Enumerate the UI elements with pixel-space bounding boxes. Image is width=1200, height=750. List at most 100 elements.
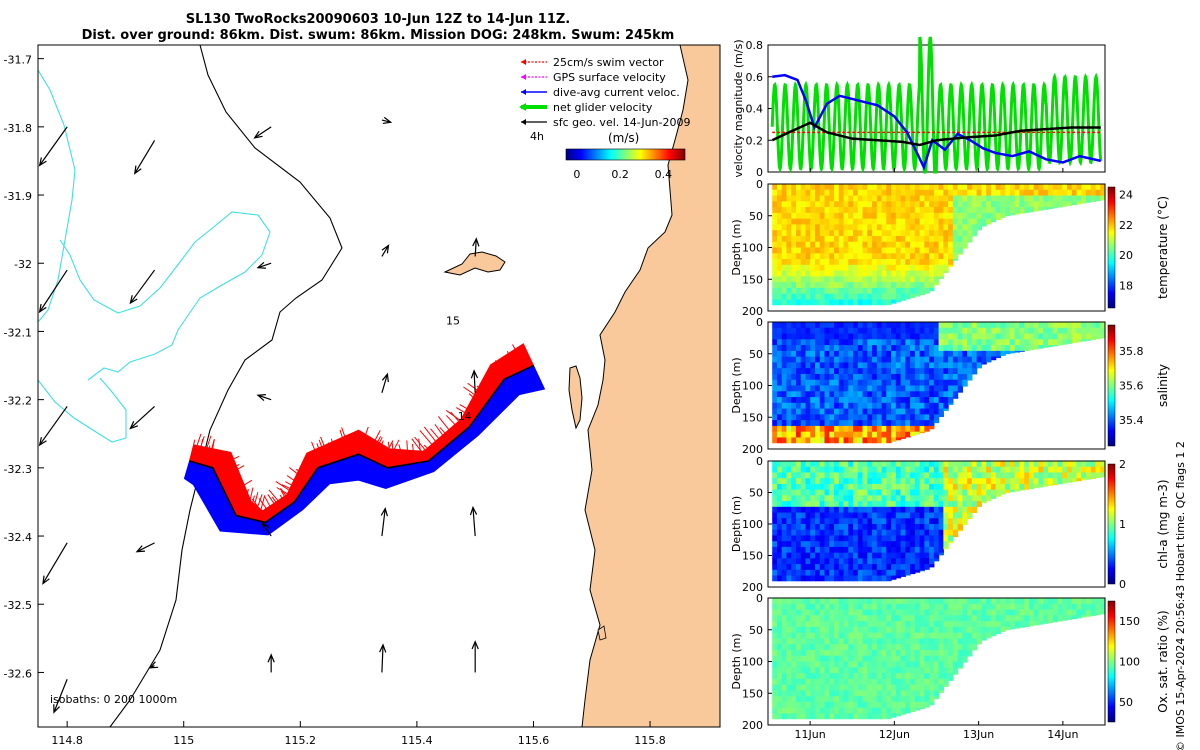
section-cell xyxy=(786,598,792,605)
section-cell xyxy=(776,569,783,577)
section-cell xyxy=(848,414,854,421)
section-cell xyxy=(1090,472,1097,479)
section-cell xyxy=(772,207,778,214)
section-cell xyxy=(819,512,826,519)
section-cell xyxy=(1019,201,1025,208)
section-cell xyxy=(872,661,878,668)
section-cell xyxy=(967,655,973,657)
section-cell xyxy=(881,495,887,502)
section-cell xyxy=(848,207,854,214)
section-cell xyxy=(824,397,830,404)
section-cell xyxy=(876,569,883,577)
section-cell xyxy=(819,569,826,577)
section-cell xyxy=(924,626,930,634)
section-cell xyxy=(957,356,963,364)
section-cell xyxy=(867,598,873,605)
section-cell xyxy=(1066,598,1073,605)
section-cell xyxy=(1066,189,1073,197)
section-cell xyxy=(810,184,816,191)
swim-vector xyxy=(468,393,485,408)
section-cell xyxy=(914,512,921,519)
section-cell xyxy=(857,667,864,674)
section-cell xyxy=(772,649,778,657)
section-cell xyxy=(924,425,930,432)
section-cell xyxy=(800,506,807,514)
section-cell xyxy=(1038,609,1044,616)
section-cell xyxy=(786,373,792,381)
section-cell xyxy=(1081,478,1087,481)
section-cell xyxy=(862,707,868,715)
section-cell xyxy=(933,218,940,226)
section-cell xyxy=(891,184,897,191)
section-cell xyxy=(872,696,878,703)
section-cell xyxy=(848,420,854,427)
section-cell xyxy=(938,489,944,496)
section-cell xyxy=(819,667,826,674)
section-cell xyxy=(867,535,873,542)
section-cell xyxy=(829,333,835,340)
section-cell xyxy=(886,333,892,340)
section-cell xyxy=(872,701,878,709)
section-cell xyxy=(910,684,916,691)
section-cell xyxy=(929,322,935,329)
section-cell xyxy=(943,615,949,622)
section-cell xyxy=(781,707,788,715)
section-cell xyxy=(1038,603,1044,611)
section-cell xyxy=(838,259,845,266)
section-cell xyxy=(805,673,811,680)
section-cell xyxy=(814,235,821,243)
section-cell xyxy=(948,345,954,352)
section-cell xyxy=(938,466,944,474)
section-cell xyxy=(905,420,911,427)
section-cell xyxy=(800,189,807,197)
section-cell xyxy=(791,564,797,571)
section-cell xyxy=(952,466,959,474)
section-cell xyxy=(1090,603,1097,611)
section-cell xyxy=(886,212,892,220)
section-cell xyxy=(795,638,802,645)
section-cell xyxy=(919,420,925,427)
section-cell xyxy=(976,218,982,226)
section-cell xyxy=(872,524,878,531)
depth-tick-label: 50 xyxy=(749,487,763,500)
section-cell xyxy=(814,431,821,439)
section-cell xyxy=(867,461,873,468)
section-cell xyxy=(800,661,807,668)
section-cell xyxy=(824,621,830,628)
section-cell xyxy=(829,282,835,289)
section-cell xyxy=(814,478,821,485)
section-cell xyxy=(800,408,807,415)
section-cell xyxy=(895,661,902,668)
section-cell xyxy=(1052,461,1059,468)
section-cell xyxy=(824,546,830,554)
section-cell xyxy=(924,552,930,559)
section-cell xyxy=(943,667,949,674)
section-cell xyxy=(929,362,935,369)
section-cell xyxy=(829,690,835,697)
section-cell xyxy=(800,678,807,686)
section-cell xyxy=(1076,201,1082,205)
section-cell xyxy=(886,649,892,657)
section-cell xyxy=(876,518,883,525)
section-cell xyxy=(990,195,997,202)
section-cell xyxy=(834,701,840,709)
section-cell xyxy=(886,552,892,559)
section-cell xyxy=(805,621,811,628)
section-cell xyxy=(924,667,930,674)
section-cell xyxy=(933,489,940,496)
section-cell xyxy=(848,603,854,611)
section-cell xyxy=(948,224,954,231)
depth-tick-label: 0 xyxy=(756,455,763,468)
section-cell xyxy=(829,661,835,668)
swim-vector xyxy=(245,487,254,518)
section-cell xyxy=(929,207,935,214)
section-cell xyxy=(914,632,921,640)
section-cell xyxy=(938,373,944,381)
section-cell xyxy=(919,379,925,387)
section-cell xyxy=(838,397,845,404)
section-cell xyxy=(772,420,778,427)
section-cell xyxy=(776,495,783,502)
section-cell xyxy=(776,379,783,387)
section-cell xyxy=(795,333,802,340)
section-cell xyxy=(1019,478,1025,485)
